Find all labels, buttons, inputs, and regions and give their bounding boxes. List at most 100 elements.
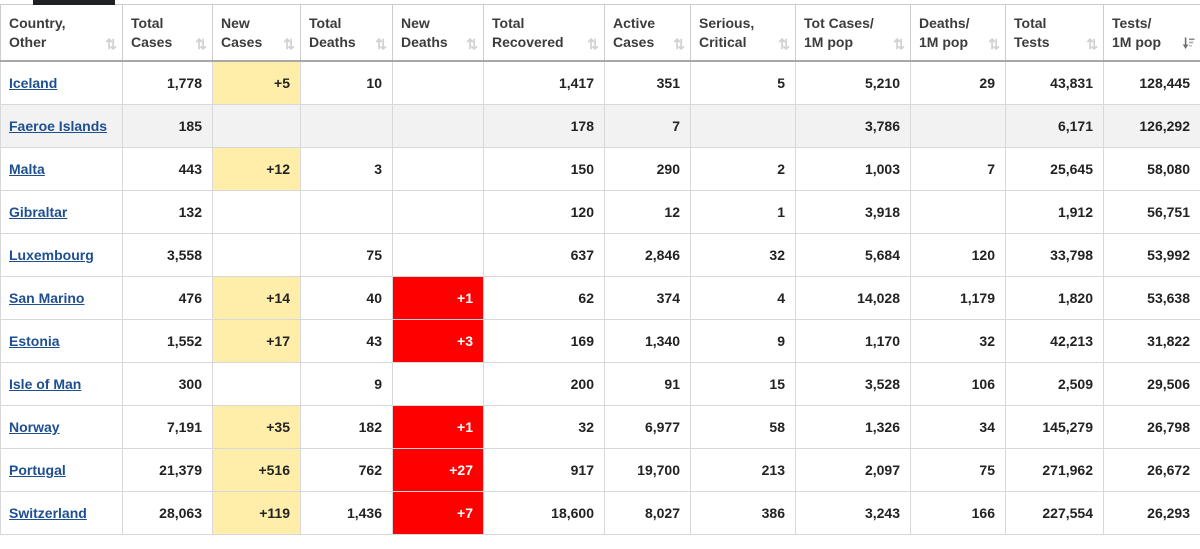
cell-total-recovered: 1,417	[483, 60, 605, 105]
column-header-new-deaths[interactable]: New Deaths ⇅	[392, 4, 484, 62]
sort-both-icon[interactable]: ⇅	[195, 36, 207, 52]
column-header-cases-per-1m[interactable]: Tot Cases/ 1M pop ⇅	[795, 4, 911, 62]
cell-new-cases: +14	[212, 276, 301, 320]
column-header-deaths-per-1m[interactable]: Deaths/ 1M pop ⇅	[910, 4, 1006, 62]
country-link[interactable]: Malta	[9, 161, 45, 177]
cell-new-deaths: +7	[392, 491, 484, 535]
header-label: Cases	[131, 34, 173, 50]
cell-serious-critical: 386	[690, 491, 796, 535]
sort-both-icon[interactable]: ⇅	[283, 36, 295, 52]
cell-cases-per-1m: 14,028	[795, 276, 911, 320]
cell-country: Switzerland	[0, 491, 123, 535]
cell-tests-per-1m: 26,672	[1103, 448, 1200, 492]
cell-total-deaths: 10	[300, 60, 393, 105]
header-label: New	[401, 15, 430, 31]
cell-active-cases: 12	[604, 190, 691, 234]
column-header-total-cases[interactable]: Total Cases ⇅	[122, 4, 213, 62]
column-header-active-cases[interactable]: Active Cases ⇅	[604, 4, 691, 62]
column-header-total-tests[interactable]: Total Tests ⇅	[1005, 4, 1104, 62]
sort-both-icon[interactable]: ⇅	[778, 36, 790, 52]
sort-both-icon[interactable]: ⇅	[105, 36, 117, 52]
cell-deaths-per-1m: 106	[910, 362, 1006, 406]
header-label: Deaths	[309, 34, 356, 50]
country-link[interactable]: Norway	[9, 419, 60, 435]
cell-country: Isle of Man	[0, 362, 123, 406]
cell-total-cases: 185	[122, 104, 213, 148]
cell-total-deaths: 40	[300, 276, 393, 320]
sort-both-icon[interactable]: ⇅	[375, 36, 387, 52]
cell-total-tests: 25,645	[1005, 147, 1104, 191]
cell-total-deaths: 1,436	[300, 491, 393, 535]
table-row: Norway 7,191 +35 182 +1 32 6,977 58 1,326 34 145,2…	[0, 405, 1200, 449]
cell-active-cases: 19,700	[604, 448, 691, 492]
cell-new-cases: +35	[212, 405, 301, 449]
sort-both-icon[interactable]: ⇅	[988, 36, 1000, 52]
sort-both-icon[interactable]: ⇅	[893, 36, 905, 52]
sort-both-icon[interactable]: ⇅	[466, 36, 478, 52]
country-link[interactable]: Portugal	[9, 462, 66, 478]
column-header-tests-per-1m[interactable]: Tests/ 1M pop	[1103, 4, 1200, 62]
cell-total-tests: 227,554	[1005, 491, 1104, 535]
cell-new-cases	[212, 190, 301, 234]
cell-total-cases: 300	[122, 362, 213, 406]
cell-total-recovered: 18,600	[483, 491, 605, 535]
cell-cases-per-1m: 5,210	[795, 60, 911, 105]
cell-active-cases: 6,977	[604, 405, 691, 449]
cell-country: Estonia	[0, 319, 123, 363]
sort-both-icon[interactable]: ⇅	[673, 36, 685, 52]
table-row: San Marino 476 +14 40 +1 62 374 4 14,028 1,179 1,8…	[0, 276, 1200, 320]
cell-new-cases: +516	[212, 448, 301, 492]
cell-total-recovered: 637	[483, 233, 605, 277]
cell-total-deaths: 43	[300, 319, 393, 363]
country-link[interactable]: Faeroe Islands	[9, 118, 108, 134]
cell-deaths-per-1m	[910, 190, 1006, 234]
cell-country: Portugal	[0, 448, 123, 492]
country-link[interactable]: Estonia	[9, 333, 60, 349]
sort-both-icon[interactable]: ⇅	[587, 36, 599, 52]
cell-new-cases: +12	[212, 147, 301, 191]
country-link[interactable]: Gibraltar	[9, 204, 68, 220]
cell-active-cases: 290	[604, 147, 691, 191]
cell-cases-per-1m: 1,326	[795, 405, 911, 449]
countries-stats-table: Country, Other ⇅ Total Cases ⇅ New Cases…	[0, 4, 1200, 535]
cell-tests-per-1m: 26,798	[1103, 405, 1200, 449]
cell-total-tests: 33,798	[1005, 233, 1104, 277]
cell-tests-per-1m: 31,822	[1103, 319, 1200, 363]
header-label: 1M pop	[804, 34, 853, 50]
cell-new-cases	[212, 362, 301, 406]
sort-descending-icon[interactable]	[1182, 36, 1195, 52]
country-link[interactable]: Switzerland	[9, 505, 87, 521]
active-tab-indicator[interactable]	[33, 0, 115, 5]
header-label: 1M pop	[919, 34, 968, 50]
column-header-new-cases[interactable]: New Cases ⇅	[212, 4, 301, 62]
country-link[interactable]: Isle of Man	[9, 376, 82, 392]
header-label: Country,	[9, 15, 66, 31]
table-row: Estonia 1,552 +17 43 +3 169 1,340 9 1,170 32 42,21…	[0, 319, 1200, 363]
sort-both-icon[interactable]: ⇅	[1086, 36, 1098, 52]
column-header-country[interactable]: Country, Other ⇅	[0, 4, 123, 62]
cell-tests-per-1m: 53,992	[1103, 233, 1200, 277]
cell-total-cases: 21,379	[122, 448, 213, 492]
cell-active-cases: 1,340	[604, 319, 691, 363]
cell-serious-critical: 58	[690, 405, 796, 449]
table-row: Gibraltar 132 120 12 1 3,918 1,912 56,751	[0, 190, 1200, 234]
table-row: Iceland 1,778 +5 10 1,417 351 5 5,210 29 43,831 12…	[0, 60, 1200, 105]
cell-total-recovered: 169	[483, 319, 605, 363]
country-link[interactable]: Luxembourg	[9, 247, 94, 263]
country-link[interactable]: San Marino	[9, 290, 85, 306]
column-header-serious-critical[interactable]: Serious, Critical ⇅	[690, 4, 796, 62]
cell-new-cases	[212, 233, 301, 277]
cell-deaths-per-1m: 120	[910, 233, 1006, 277]
column-header-total-deaths[interactable]: Total Deaths ⇅	[300, 4, 393, 62]
cell-tests-per-1m: 29,506	[1103, 362, 1200, 406]
header-label: Tests	[1014, 34, 1050, 50]
header-label: Critical	[699, 34, 747, 50]
cell-new-deaths: +1	[392, 405, 484, 449]
header-label: Active	[613, 15, 656, 31]
cell-deaths-per-1m	[910, 104, 1006, 148]
country-link[interactable]: Iceland	[9, 75, 58, 91]
column-header-total-recovered[interactable]: Total Recovered ⇅	[483, 4, 605, 62]
cell-deaths-per-1m: 1,179	[910, 276, 1006, 320]
cell-deaths-per-1m: 75	[910, 448, 1006, 492]
cell-total-cases: 443	[122, 147, 213, 191]
